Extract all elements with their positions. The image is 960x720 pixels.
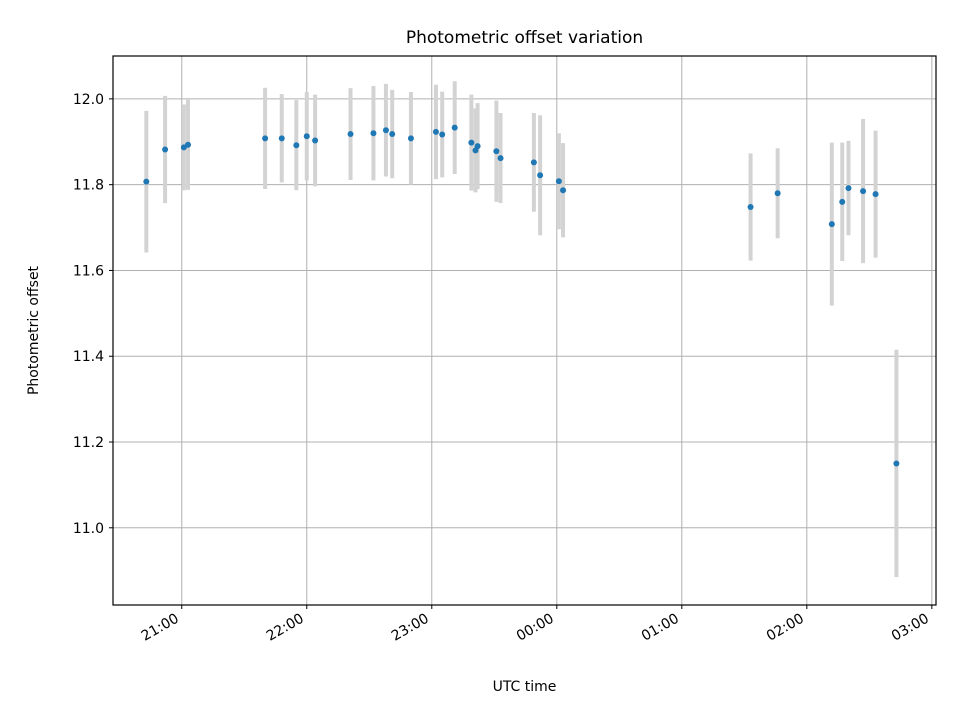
x-tick-label: 22:00 xyxy=(264,611,307,645)
error-bars xyxy=(144,81,899,578)
x-tick-label: 00:00 xyxy=(514,611,557,645)
x-axis-ticks: 21:00 22:00 23:00 00:00 01:00 02:00 03:00 xyxy=(139,605,933,645)
data-point xyxy=(537,172,544,179)
data-point xyxy=(278,135,285,142)
data-point xyxy=(185,141,192,148)
data-point xyxy=(312,137,319,144)
data-point xyxy=(451,124,458,131)
data-point xyxy=(493,148,500,155)
data-point xyxy=(143,178,150,185)
data-point xyxy=(555,178,562,185)
data-point xyxy=(303,133,310,140)
x-tick-label: 01:00 xyxy=(639,611,682,645)
data-point xyxy=(370,130,377,137)
data-point xyxy=(468,139,475,146)
data-point xyxy=(474,143,481,150)
data-point xyxy=(262,135,269,142)
chart-title: Photometric offset variation xyxy=(406,28,643,48)
plot-frame xyxy=(112,55,937,606)
data-points xyxy=(143,124,900,467)
data-point xyxy=(560,187,567,194)
y-tick-label: 11.0 xyxy=(73,521,104,537)
data-point xyxy=(382,127,389,134)
data-point xyxy=(389,131,396,138)
y-axis-label: Photometric offset xyxy=(26,265,42,395)
data-point xyxy=(347,131,354,138)
data-point xyxy=(839,198,846,205)
data-point xyxy=(828,221,835,228)
data-point xyxy=(747,203,754,210)
x-tick-label: 03:00 xyxy=(889,611,932,645)
data-point xyxy=(162,146,169,153)
x-tick-label: 23:00 xyxy=(389,611,432,645)
data-point xyxy=(893,460,900,467)
grid-lines xyxy=(113,56,936,605)
x-tick-label: 02:00 xyxy=(764,611,807,645)
x-tick-label: 21:00 xyxy=(139,611,182,645)
data-point xyxy=(293,142,300,149)
y-tick-label: 11.8 xyxy=(73,178,104,194)
x-axis-label: UTC time xyxy=(493,679,557,695)
data-point xyxy=(432,128,439,135)
data-point xyxy=(407,135,414,142)
y-tick-label: 11.2 xyxy=(73,435,104,451)
y-axis-ticks: 11.0 11.2 11.4 11.6 11.8 12.0 xyxy=(73,92,113,537)
data-point xyxy=(497,155,504,162)
data-point xyxy=(860,188,867,195)
y-tick-label: 11.6 xyxy=(73,263,104,279)
y-tick-label: 12.0 xyxy=(73,92,104,108)
data-point xyxy=(774,190,781,197)
data-point xyxy=(845,185,852,192)
y-tick-label: 11.4 xyxy=(73,349,104,365)
data-point xyxy=(872,191,879,198)
data-point xyxy=(439,131,446,138)
data-point xyxy=(530,159,537,166)
